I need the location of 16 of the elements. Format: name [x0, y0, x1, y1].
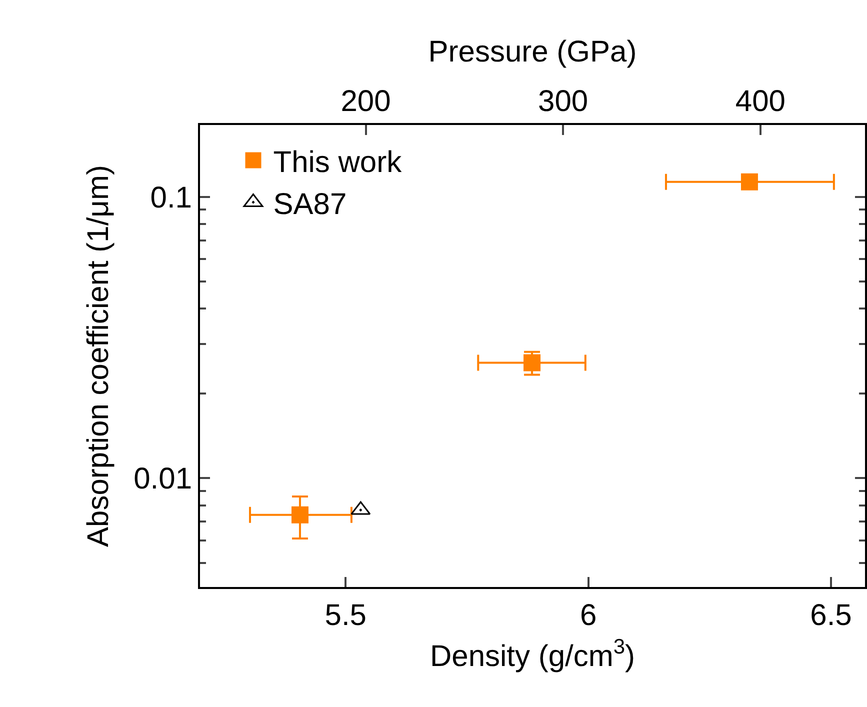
legend-label: SA87: [273, 188, 347, 221]
y-axis-title: Absorption coefficient (1/μm): [82, 165, 116, 547]
x-axis-title: Density (g/cm$^{3}$): [430, 635, 636, 673]
point: [524, 354, 541, 372]
x-tick-label: 6.5: [810, 599, 852, 632]
x-tick-label: 5.5: [324, 599, 366, 632]
legend-label: This work: [273, 146, 403, 179]
point: [291, 506, 308, 524]
point: [740, 173, 758, 190]
x-tick-label: 6: [580, 599, 597, 632]
x2-axis-title: Pressure (GPa): [428, 36, 637, 68]
x2-tick-label: 200: [340, 85, 391, 118]
x2-tick-label: 300: [538, 85, 588, 118]
y-tick-label: 0.01: [134, 462, 192, 496]
x2-tick-label: 400: [735, 85, 786, 118]
y-tick-label: 0.1: [150, 181, 192, 214]
